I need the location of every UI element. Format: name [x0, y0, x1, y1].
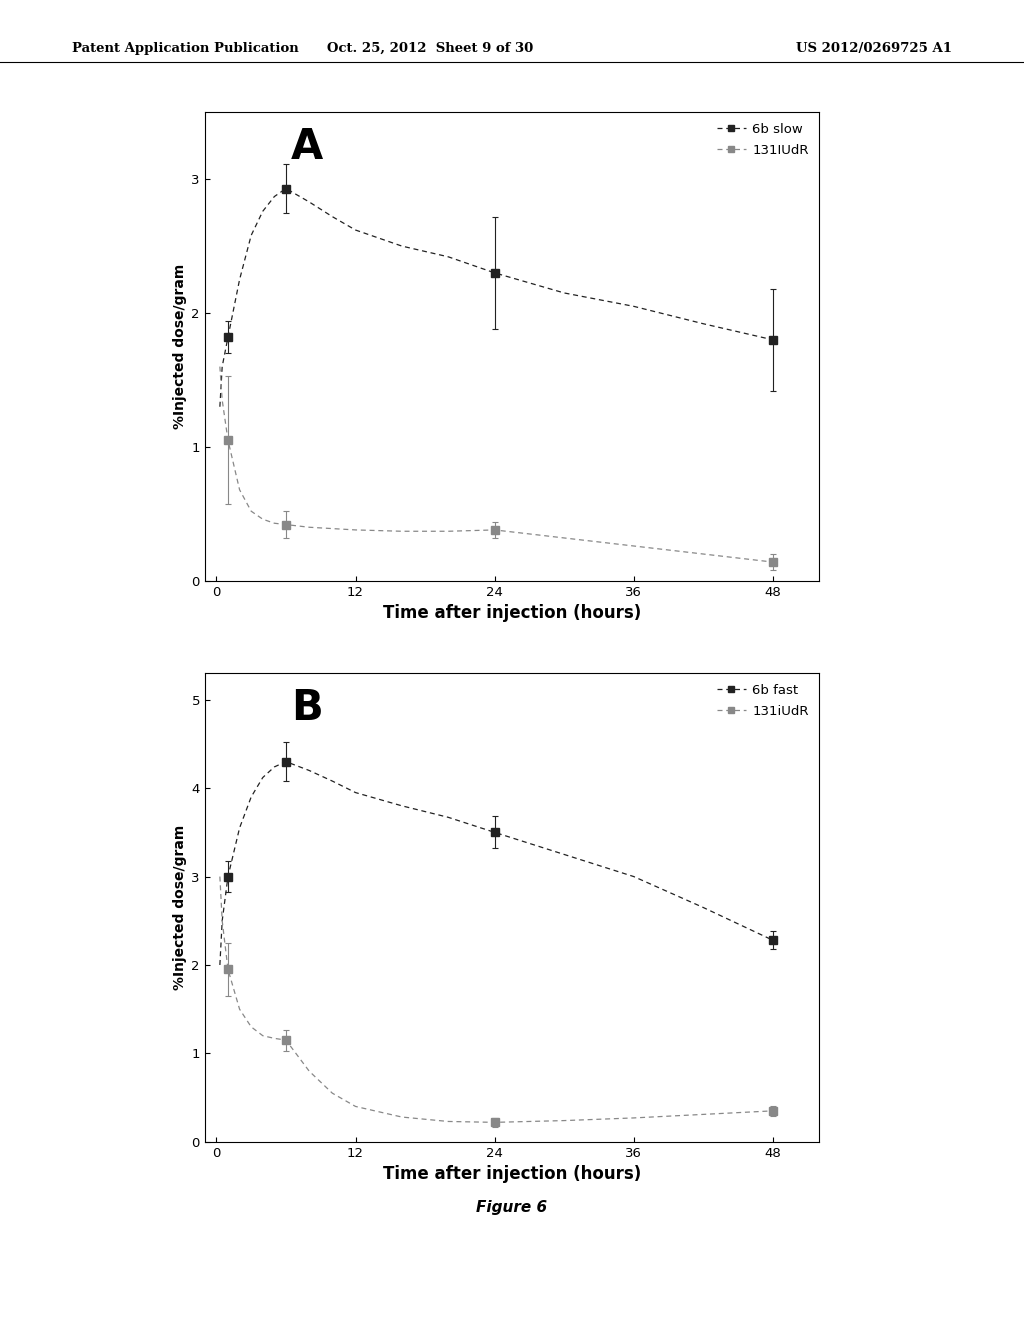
X-axis label: Time after injection (hours): Time after injection (hours) — [383, 1166, 641, 1183]
Text: Patent Application Publication: Patent Application Publication — [72, 42, 298, 55]
Text: A: A — [291, 127, 323, 168]
Text: Oct. 25, 2012  Sheet 9 of 30: Oct. 25, 2012 Sheet 9 of 30 — [327, 42, 534, 55]
Legend: 6b slow, 131IUdR: 6b slow, 131IUdR — [713, 119, 813, 161]
Text: US 2012/0269725 A1: US 2012/0269725 A1 — [797, 42, 952, 55]
X-axis label: Time after injection (hours): Time after injection (hours) — [383, 605, 641, 622]
Y-axis label: %Injected dose/gram: %Injected dose/gram — [173, 264, 187, 429]
Text: B: B — [291, 688, 323, 729]
Text: Figure 6: Figure 6 — [476, 1200, 548, 1216]
Legend: 6b fast, 131iUdR: 6b fast, 131iUdR — [713, 680, 813, 722]
Y-axis label: %Injected dose/gram: %Injected dose/gram — [173, 825, 187, 990]
